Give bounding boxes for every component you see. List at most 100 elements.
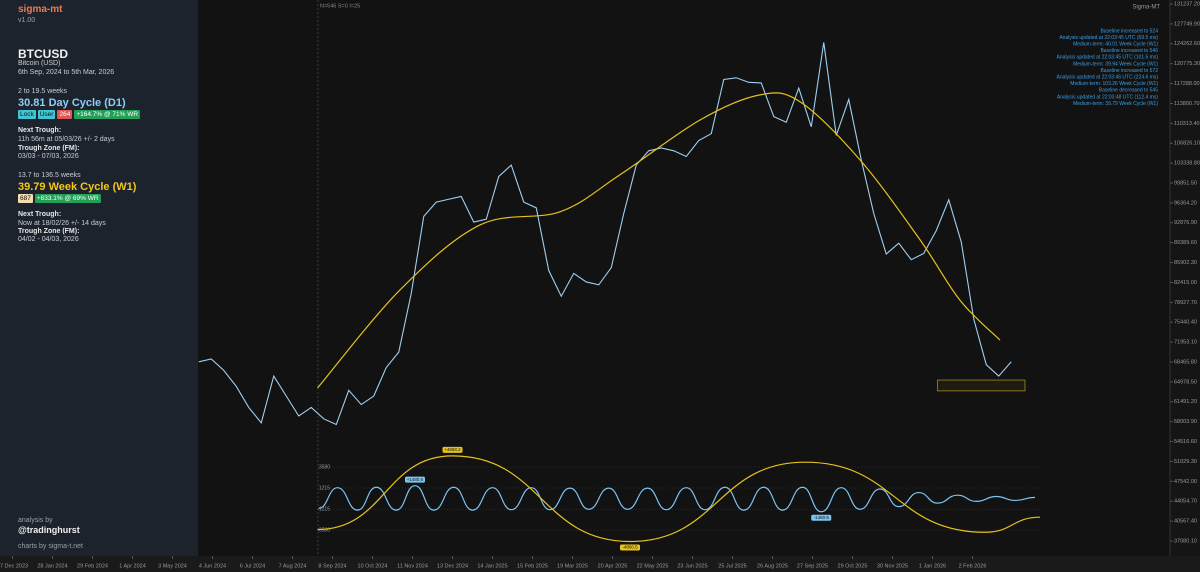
asset-name: Bitcoin (USD) bbox=[18, 60, 61, 67]
y-tick-label: 113800.70 bbox=[1174, 101, 1200, 107]
badge: +833.1% @ 69% WR bbox=[34, 194, 101, 203]
y-tick-label: -1215 bbox=[317, 507, 330, 513]
badge-row: 687 +833.1% @ 69% WR bbox=[18, 194, 103, 203]
annotation: Analysis updated at 22:03:45 UTC (101.5 … bbox=[1057, 55, 1159, 61]
y-tick-label: 78927.70 bbox=[1174, 300, 1197, 306]
x-tick-label: 8 Sep 2024 bbox=[318, 563, 346, 569]
annotation: Medium-term: 39.79 Week Cycle (W1) bbox=[1073, 101, 1158, 107]
annotation: Medium-term: 103.26 Week Cycle (W1) bbox=[1070, 81, 1158, 87]
value-badge bbox=[620, 544, 640, 551]
value-badge bbox=[405, 476, 425, 483]
y-tick-label: 64978.50 bbox=[1174, 379, 1197, 385]
x-tick-label: 14 Jan 2025 bbox=[477, 563, 507, 569]
x-tick-label: 11 Nov 2024 bbox=[397, 563, 428, 569]
y-tick-label: 92876.90 bbox=[1174, 220, 1197, 226]
x-tick-label: 10 Oct 2024 bbox=[358, 563, 388, 569]
series-line bbox=[198, 42, 1012, 426]
footer: charts by sigma-t.net bbox=[18, 543, 83, 550]
value-label: +4868.2 bbox=[444, 447, 461, 452]
cycle-span: 13.7 to 136.5 weeks bbox=[18, 172, 81, 179]
value-badge bbox=[442, 446, 463, 453]
x-tick-label: 2 Feb 2026 bbox=[959, 563, 987, 569]
badge-row: Lock User 264 +164.7% @ 71% WR bbox=[18, 110, 142, 119]
y-tick-label: 131237.20 bbox=[1174, 1, 1200, 7]
x-tick-label: 3 May 2024 bbox=[158, 563, 187, 569]
y-tick-label: 40567.40 bbox=[1174, 519, 1197, 525]
x-tick-label: 29 Feb 2024 bbox=[77, 563, 108, 569]
cycle-title: 39.79 Week Cycle (W1) bbox=[18, 181, 137, 193]
x-tick-label: 25 Jul 2025 bbox=[718, 563, 746, 569]
price-axis-bar bbox=[1170, 0, 1200, 556]
y-tick-label: 75440.40 bbox=[1174, 320, 1197, 326]
badge: User bbox=[37, 110, 56, 119]
x-tick-label: 19 Mar 2025 bbox=[557, 563, 588, 569]
y-tick-label: 68465.80 bbox=[1174, 359, 1197, 365]
badge: 264 bbox=[57, 110, 73, 119]
annotation: Analysis updated at 22:03:46 UTC (224.6 … bbox=[1057, 75, 1159, 81]
y-tick-label: 44054.70 bbox=[1174, 499, 1197, 505]
x-tick-label: 7 Aug 2024 bbox=[279, 563, 307, 569]
chart-brand: Sigma-MT bbox=[1132, 5, 1160, 11]
y-tick-label: 3580 bbox=[319, 465, 330, 471]
x-tick-label: 23 Jun 2025 bbox=[677, 563, 707, 569]
y-tick-label: 124262.60 bbox=[1174, 41, 1200, 47]
badge: 687 bbox=[18, 194, 33, 203]
value-label: -1480.6 bbox=[814, 515, 830, 520]
x-tick-label: 26 Aug 2025 bbox=[757, 563, 788, 569]
x-tick-label: 1 Jan 2026 bbox=[919, 563, 946, 569]
x-tick-label: 28 Jan 2024 bbox=[37, 563, 67, 569]
series-line bbox=[317, 92, 1001, 389]
x-tick-label: 27 Sep 2025 bbox=[797, 563, 828, 569]
x-tick-label: 29 Oct 2025 bbox=[838, 563, 868, 569]
next-trough: 11h 56m at 05/03/26 +/- 2 days bbox=[18, 136, 115, 143]
y-tick-label: 110313.40 bbox=[1174, 121, 1200, 127]
x-tick-label: 6 Jul 2024 bbox=[240, 563, 265, 569]
trough-zone: 04/02 - 04/03, 2026 bbox=[18, 236, 79, 243]
y-tick-label: 106826.10 bbox=[1174, 141, 1200, 147]
version: v1.00 bbox=[18, 17, 36, 24]
x-tick-label: 4 Jun 2024 bbox=[199, 563, 226, 569]
cycle-span: 2 to 19.5 weeks bbox=[18, 88, 68, 95]
next-trough: Now at 18/02/26 +/- 14 days bbox=[18, 220, 106, 227]
value-label: -4860.5 bbox=[622, 545, 638, 550]
y-tick-label: 47542.00 bbox=[1174, 479, 1197, 485]
y-tick-label: 127749.90 bbox=[1174, 21, 1200, 27]
y-tick-label: 54516.60 bbox=[1174, 439, 1197, 445]
next-trough-label: Next Trough: bbox=[18, 127, 62, 134]
brand: sigma-mt bbox=[18, 4, 63, 15]
y-tick-label: 96364.20 bbox=[1174, 200, 1197, 206]
x-axis-bar bbox=[0, 556, 1200, 572]
trough-zone bbox=[937, 379, 1026, 392]
annotation: Medium-term: 39.94 Week Cycle (W1) bbox=[1073, 61, 1158, 67]
annotation: Medium-term: 40.01 Week Cycle (W1) bbox=[1073, 42, 1158, 48]
trough-zone-label: Trough Zone (FM): bbox=[18, 145, 80, 152]
y-tick-label: 99851.50 bbox=[1174, 180, 1197, 186]
annotation: Baseline decreased to 545 bbox=[1099, 88, 1158, 94]
ticker: BTCUSD bbox=[18, 47, 68, 61]
date-range: 6th Sep, 2024 to 5th Mar, 2026 bbox=[18, 69, 115, 76]
y-tick-label: 103338.80 bbox=[1174, 161, 1200, 167]
y-tick-label: 37080.10 bbox=[1174, 538, 1197, 544]
badge: Lock bbox=[18, 110, 36, 119]
annotation: Analysis updated at 22:03:45 UTC (69.5 m… bbox=[1059, 35, 1158, 41]
credit-label: analysis by bbox=[18, 517, 53, 524]
annotation: Baseline increased to 572 bbox=[1100, 68, 1158, 74]
y-tick-label: 85902.30 bbox=[1174, 260, 1197, 266]
x-tick-label: 30 Nov 2025 bbox=[877, 563, 908, 569]
next-trough-label: Next Trough: bbox=[18, 211, 62, 218]
y-tick-label: 1215 bbox=[319, 485, 330, 491]
x-tick-label: 13 Dec 2024 bbox=[437, 563, 468, 569]
cycle-title: 30.81 Day Cycle (D1) bbox=[18, 97, 126, 109]
series-line bbox=[317, 455, 1041, 543]
series-line bbox=[318, 485, 1036, 513]
x-tick-label: 22 May 2025 bbox=[637, 563, 669, 569]
y-tick-label: 61491.20 bbox=[1174, 399, 1197, 405]
y-tick-label: 51029.30 bbox=[1174, 459, 1197, 465]
credit: @tradinghurst bbox=[18, 525, 80, 535]
chart-info: N=546 S=0 I=25 bbox=[320, 3, 360, 9]
x-tick-label: 15 Feb 2025 bbox=[517, 563, 548, 569]
x-tick-label: 20 Apr 2025 bbox=[598, 563, 628, 569]
value-badge bbox=[811, 514, 832, 521]
